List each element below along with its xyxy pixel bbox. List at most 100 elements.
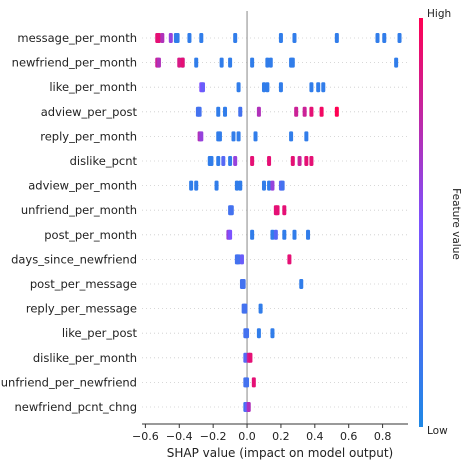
feature-label: message_per_month [17,31,137,45]
shap-point [270,229,275,240]
shap-point [256,106,261,117]
feature-label: dislike_pcnt [70,154,138,168]
shap-point [194,57,199,68]
shap-point [228,57,233,68]
shap-point [236,82,241,93]
colorbar [419,18,423,427]
shap-point [261,180,266,191]
shap-point [221,156,226,166]
shap-point [187,33,192,43]
x-tick-label: 0.6 [340,430,358,443]
shap-point [267,156,272,166]
x-tick-label: −0.4 [166,430,193,443]
shap-point [270,180,275,191]
feature-label: like_per_month [49,80,137,94]
shap-point [245,328,250,339]
shap-point [217,131,222,142]
shap-point [268,57,273,68]
colorbar-title: Feature value [450,188,462,260]
shap-point [168,33,173,43]
shap-point [236,131,241,142]
x-tick-label: 0.4 [306,430,324,443]
shap-point [250,156,255,166]
shap-point [228,156,233,166]
feature-label: post_per_message [30,277,137,291]
shap-point [297,156,302,166]
feature-label: unfriend_per_newfriend [1,375,137,389]
feature-label: reply_per_message [26,302,137,316]
shap-point [243,303,248,314]
x-tick-label: 0.2 [272,430,290,443]
shap-point [304,156,309,166]
feature-label: newfriend_pcnt_chng [14,400,137,414]
shap-point [309,82,314,93]
shap-point [229,205,234,216]
feature-label: like_per_post [62,326,138,340]
shap-point [258,303,263,314]
shap-point [216,156,221,166]
shap-point [294,106,299,117]
shap-point [278,33,283,43]
feature-label: days_since_newfriend [11,252,137,266]
shap-point [309,156,314,166]
shap-point [302,106,307,117]
shap-point [309,106,314,117]
feature-label: unfriend_per_month [21,203,137,217]
shap-point [233,156,238,166]
shap-point [246,402,251,412]
shap-point [292,229,297,240]
shap-point [219,57,224,68]
x-axis-label: SHAP value (impact on model output) [167,446,394,460]
shap-point [236,254,241,265]
shap-point [238,180,243,191]
shap-point [287,254,292,265]
shap-point [265,82,270,93]
shap-point [248,352,253,363]
shap-point [299,279,304,289]
shap-point [321,82,326,93]
shap-point [270,328,275,339]
feature-label: post_per_month [44,228,137,242]
feature-label: newfriend_per_month [12,56,137,70]
x-tick-label: 0.0 [238,430,256,443]
shap-point [156,57,161,68]
shap-point [256,328,261,339]
x-tick-label: −0.6 [132,430,159,443]
shap-point [238,106,243,117]
shap-point [197,106,202,117]
shap-point [216,106,221,117]
shap-point [382,33,387,43]
shap-point [223,106,228,117]
shap-point [316,82,321,93]
shap-point [275,205,280,216]
feature-label: adview_per_month [28,179,137,193]
colorbar-high-label: High [427,8,451,20]
shap-point [214,180,219,191]
shap-point [280,180,285,191]
shap-point [289,131,294,142]
shap-point [233,33,238,43]
x-ticks: −0.6 −0.4 −0.2 0.0 0.2 0.4 0.6 0.8 [132,424,391,443]
shap-point [231,131,236,142]
shap-point [175,33,180,43]
shap-point [394,57,399,68]
shap-point [306,229,311,240]
shap-point [199,33,204,43]
shap-point [251,377,256,388]
shap-point [319,106,324,117]
shap-point [200,82,205,93]
shap-point [177,57,182,68]
shap-point [189,180,194,191]
shap-point [250,57,255,68]
shap-point [334,106,339,117]
shap-point [180,57,185,68]
shap-point [290,57,295,68]
shap-point [397,33,402,43]
shap-point [375,33,380,43]
shap-point [209,156,214,166]
shap-point [292,33,297,43]
x-tick-label: −0.2 [200,430,227,443]
shap-point [199,131,204,142]
x-tick-label: 0.8 [374,430,392,443]
